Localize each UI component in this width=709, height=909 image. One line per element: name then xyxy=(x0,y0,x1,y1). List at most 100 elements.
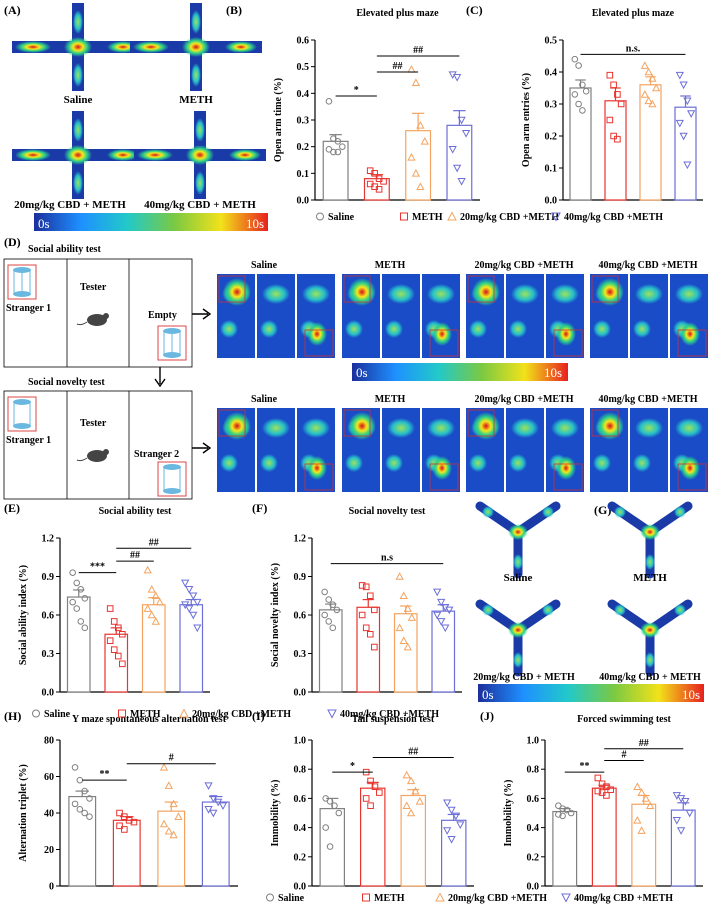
data-point xyxy=(380,178,387,185)
social-heatmap-novelty-meth xyxy=(342,408,460,492)
panel-letter: (B) xyxy=(226,3,242,17)
y-tick-label: 0.2 xyxy=(545,132,558,143)
heat-spot xyxy=(107,149,139,161)
heat-spot xyxy=(195,118,205,142)
data-point xyxy=(81,787,88,795)
data-point xyxy=(443,827,452,835)
y-tick-label: 0.4 xyxy=(545,68,558,79)
y-tick-label: 0.4 xyxy=(527,823,540,834)
panel-a-color-scale xyxy=(34,213,268,231)
heat-spot xyxy=(307,456,327,480)
plus-maze-cbd20 xyxy=(12,111,144,199)
y-tick-label: 1.2 xyxy=(42,534,55,545)
panel-letter: (H) xyxy=(4,709,21,723)
heat-spot xyxy=(262,284,290,304)
chart-c: (C) Elevated plus maze 0.0 0.1 0.2 0.3 0.4 0.5 O… xyxy=(466,3,703,207)
data-point xyxy=(321,611,328,619)
zone-box xyxy=(343,275,371,303)
bar-cbd20 xyxy=(639,84,662,201)
data-point xyxy=(366,167,374,174)
bar-meth xyxy=(104,633,129,693)
panel-letter: (E) xyxy=(4,501,20,515)
y-axis-label: Social ability index (%) xyxy=(18,565,29,665)
data-point xyxy=(457,178,466,186)
y-tick-label: 1.0 xyxy=(527,736,540,747)
y-tick-label: 0.5 xyxy=(297,62,310,73)
heat-spot xyxy=(385,454,403,472)
heat-spot xyxy=(551,284,579,304)
data-point xyxy=(437,598,446,607)
panel-a-scale-min: 0s xyxy=(38,216,50,231)
y-tick-label: 0.2 xyxy=(297,142,310,153)
data-point xyxy=(209,809,218,818)
social-heatmap-novelty-saline xyxy=(217,408,335,492)
panel-g-heatmaps xyxy=(475,501,693,677)
heat-spot xyxy=(262,418,290,438)
data-point xyxy=(77,586,85,593)
data-point xyxy=(169,799,178,808)
significance-label: # xyxy=(169,753,174,764)
heat-spot xyxy=(675,418,703,438)
data-point xyxy=(610,81,617,89)
data-point xyxy=(334,138,342,145)
data-point xyxy=(607,786,614,793)
heat-spot xyxy=(73,118,83,142)
data-point xyxy=(407,152,416,161)
data-point xyxy=(326,798,334,805)
heat-spot xyxy=(680,456,700,480)
significance-label: *** xyxy=(90,562,105,573)
panel-a-label-meth: METH xyxy=(179,94,213,106)
data-point xyxy=(189,592,198,601)
y-tick-label: 1.0 xyxy=(294,736,307,747)
zone-box xyxy=(467,409,495,437)
data-point xyxy=(399,591,408,600)
y-axis-label: Alternation triplet (%) xyxy=(18,764,29,862)
data-point xyxy=(86,795,93,802)
heat-spot xyxy=(614,506,626,518)
data-point xyxy=(603,783,610,791)
panel-g-color-scale xyxy=(478,684,704,702)
data-point xyxy=(331,802,338,810)
data-point xyxy=(395,623,404,632)
data-point xyxy=(121,826,128,833)
heat-spot xyxy=(556,322,576,346)
data-point xyxy=(640,61,649,69)
data-point xyxy=(403,642,412,651)
data-point xyxy=(181,601,190,610)
data-point xyxy=(155,597,164,606)
legend-marker-saline xyxy=(32,709,40,718)
legend-label-cbd40: 40mg/kg CBD +METH xyxy=(564,212,663,223)
y-tick-label: 0.3 xyxy=(42,649,55,660)
legend-marker-meth xyxy=(118,709,126,718)
plus-maze-meth xyxy=(130,3,262,91)
data-point xyxy=(159,763,169,771)
heat-spot xyxy=(596,412,624,440)
empty-label: Empty xyxy=(148,310,177,321)
heat-spot xyxy=(387,284,415,304)
cage-icon xyxy=(157,461,187,497)
data-point xyxy=(571,91,579,98)
data-point xyxy=(685,809,694,818)
panel-letter: (F) xyxy=(252,501,267,515)
heat-spot xyxy=(260,320,278,338)
plus-maze-saline xyxy=(12,3,144,91)
legends: Saline METH 20mg/kg CBD +METH 40mg/kg CBD +… xyxy=(32,211,673,904)
y-tick-label: 0.6 xyxy=(294,611,307,622)
data-point xyxy=(147,584,156,593)
bar-saline xyxy=(552,810,578,887)
bar-cbd40 xyxy=(201,801,230,887)
data-point xyxy=(322,824,329,831)
heat-spot xyxy=(640,622,660,638)
data-point xyxy=(445,606,454,615)
y-tick-label: 40 xyxy=(44,809,54,820)
data-point xyxy=(143,604,152,612)
legend-e: Saline METH 20mg/kg CBD +METH xyxy=(32,708,291,720)
heat-spot xyxy=(614,604,626,616)
chart-title: Y maze spontaneous alternation test xyxy=(72,714,227,725)
data-point xyxy=(575,100,582,108)
heat-spot xyxy=(508,524,528,540)
data-point xyxy=(406,808,416,817)
legend-marker-meth xyxy=(400,212,408,221)
d-top-label-cbd20: 20mg/kg CBD +METH xyxy=(474,260,573,271)
panel-d-schematic: Social ability test Stranger 1 Tester Em… xyxy=(3,244,212,500)
